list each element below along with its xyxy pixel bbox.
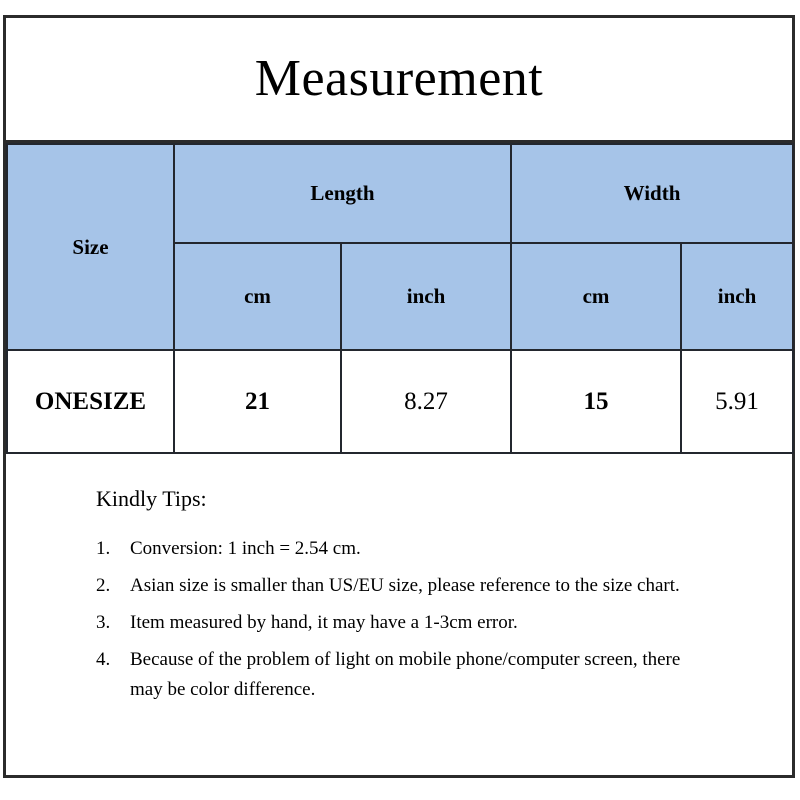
chart-frame: Measurement Size Length Width cm inch: [3, 15, 795, 778]
tips-section: Kindly Tips: 1. Conversion: 1 inch = 2.5…: [6, 446, 792, 775]
header-length: Length: [173, 143, 512, 244]
header-length-cm: cm: [173, 242, 342, 351]
header-width: Width: [510, 143, 794, 244]
cell-width-cm: 15: [510, 349, 682, 454]
tip-number: 2.: [96, 575, 111, 597]
list-item: 4. Because of the problem of light on mo…: [96, 645, 732, 707]
cell-width-inch: 5.91: [680, 349, 794, 454]
list-item: 3. Item measured by hand, it may have a …: [96, 608, 732, 639]
size-table: Size Length Width cm inch cm inch ONESIZ…: [6, 143, 794, 454]
cell-length-inch: 8.27: [340, 349, 512, 454]
header-size: Size: [6, 143, 175, 351]
table-header-row-groups: Size Length Width: [6, 143, 794, 351]
cell-size: ONESIZE: [6, 349, 175, 454]
tips-heading: Kindly Tips:: [96, 486, 207, 511]
header-width-inch: inch: [680, 242, 794, 351]
header-width-cm: cm: [510, 242, 682, 351]
header-length-inch: inch: [340, 242, 512, 351]
tip-text: Conversion: 1 inch = 2.54 cm.: [130, 538, 361, 560]
tips-list: 1. Conversion: 1 inch = 2.54 cm. 2. Asia…: [96, 534, 732, 706]
tip-text: Because of the problem of light on mobil…: [130, 648, 681, 701]
tip-number: 4.: [96, 648, 111, 670]
tip-text: Asian size is smaller than US/EU size, p…: [130, 575, 680, 597]
tip-text: Item measured by hand, it may have a 1-3…: [130, 611, 518, 633]
cell-length-cm: 21: [173, 349, 342, 454]
page-title: Measurement: [254, 50, 544, 107]
list-item: 2. Asian size is smaller than US/EU size…: [96, 571, 732, 602]
tip-number: 3.: [96, 611, 111, 633]
table-row: ONESIZE 21 8.27 15 5.91: [6, 349, 794, 454]
table-header-row-units: cm inch cm inch: [7, 242, 794, 351]
title-band: Measurement: [6, 18, 792, 143]
tip-number: 1.: [96, 538, 111, 560]
list-item: 1. Conversion: 1 inch = 2.54 cm.: [96, 534, 732, 565]
